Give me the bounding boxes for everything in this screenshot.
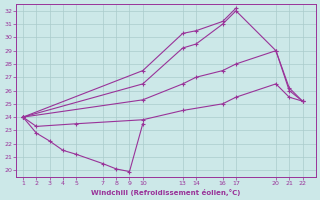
X-axis label: Windchill (Refroidissement éolien,°C): Windchill (Refroidissement éolien,°C)	[92, 189, 241, 196]
